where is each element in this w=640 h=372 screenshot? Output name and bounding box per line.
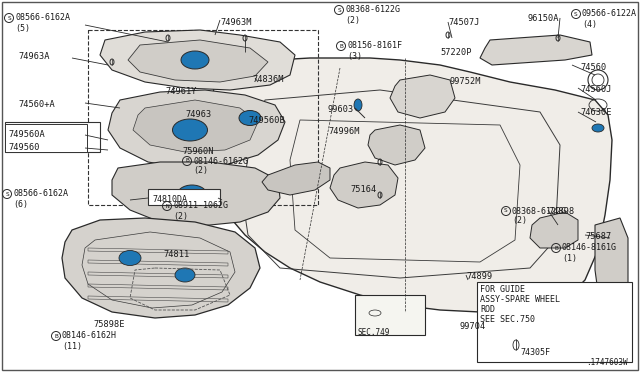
Text: 08146-6162H: 08146-6162H: [62, 331, 117, 340]
Text: (2): (2): [193, 167, 208, 176]
Text: (6): (6): [13, 199, 28, 208]
Text: B: B: [54, 334, 58, 339]
Text: FOR GUIDE: FOR GUIDE: [480, 285, 525, 294]
Ellipse shape: [239, 110, 261, 125]
Text: .1747603W: .1747603W: [586, 358, 628, 367]
Text: (2): (2): [345, 16, 360, 25]
Text: B: B: [185, 158, 189, 164]
Polygon shape: [133, 100, 258, 152]
Text: (11): (11): [62, 341, 82, 350]
Text: 74898: 74898: [548, 207, 574, 216]
Text: 96150A: 96150A: [528, 14, 559, 23]
Bar: [355, 295, 425, 335]
Text: 74630E: 74630E: [580, 108, 611, 117]
Text: 08156-8161F: 08156-8161F: [347, 42, 402, 51]
Text: 74507J: 74507J: [448, 18, 479, 27]
Polygon shape: [62, 218, 260, 318]
Text: SEC.749: SEC.749: [358, 328, 390, 337]
Text: S: S: [5, 192, 9, 196]
Text: 74996M: 74996M: [328, 127, 360, 136]
Text: S: S: [337, 7, 341, 13]
Text: 74811: 74811: [163, 250, 189, 259]
Text: 08368-6122G: 08368-6122G: [512, 206, 567, 215]
Text: 74899: 74899: [466, 272, 492, 281]
Polygon shape: [108, 90, 285, 168]
Text: S: S: [504, 208, 508, 214]
Bar: [150, 185, 235, 205]
Text: B: B: [554, 246, 558, 250]
Ellipse shape: [181, 51, 209, 69]
Text: 74560J: 74560J: [580, 85, 611, 94]
Polygon shape: [210, 58, 612, 312]
Text: (1): (1): [562, 253, 577, 263]
Text: 74560: 74560: [580, 63, 606, 72]
Text: 75164: 75164: [350, 185, 376, 194]
Ellipse shape: [173, 119, 207, 141]
Text: 74305F: 74305F: [520, 348, 550, 357]
Text: 08146-8161G: 08146-8161G: [562, 244, 617, 253]
Text: 08566-6162A: 08566-6162A: [13, 189, 68, 199]
Ellipse shape: [177, 185, 207, 205]
Bar: [477, 282, 632, 362]
Text: 749560A: 749560A: [8, 130, 45, 139]
Text: 74810DA: 74810DA: [152, 195, 187, 204]
Text: N: N: [165, 203, 169, 208]
Text: (2): (2): [512, 217, 527, 225]
Text: 74963A: 74963A: [18, 52, 49, 61]
Text: (5): (5): [15, 23, 30, 32]
Polygon shape: [480, 35, 592, 65]
Polygon shape: [100, 30, 295, 90]
Text: 08911-1062G: 08911-1062G: [173, 202, 228, 211]
Ellipse shape: [175, 268, 195, 282]
Polygon shape: [112, 162, 280, 226]
Text: 75687: 75687: [585, 232, 611, 241]
Text: 08566-6162A: 08566-6162A: [15, 13, 70, 22]
Text: 99704: 99704: [460, 322, 486, 331]
Text: S: S: [7, 16, 11, 20]
Text: 74963: 74963: [185, 110, 211, 119]
Text: B: B: [339, 44, 343, 48]
Bar: [5, 124, 87, 152]
Text: (3): (3): [347, 51, 362, 61]
Text: 75898E: 75898E: [93, 320, 125, 329]
Text: 99603: 99603: [328, 105, 355, 114]
Text: 08368-6122G: 08368-6122G: [345, 6, 400, 15]
Polygon shape: [368, 125, 425, 165]
Ellipse shape: [592, 124, 604, 132]
Ellipse shape: [354, 99, 362, 111]
Bar: [5, 122, 100, 152]
Text: 57220P: 57220P: [440, 48, 472, 57]
Text: 749560B: 749560B: [248, 116, 285, 125]
Polygon shape: [595, 218, 628, 300]
Text: (4): (4): [582, 19, 597, 29]
Text: 09566-6122A: 09566-6122A: [582, 10, 637, 19]
Text: 74961Y: 74961Y: [165, 87, 196, 96]
Text: 74963M: 74963M: [220, 18, 252, 27]
Text: 08146-6162G: 08146-6162G: [193, 157, 248, 166]
Polygon shape: [128, 40, 268, 82]
Polygon shape: [530, 212, 578, 248]
Text: 99752M: 99752M: [450, 77, 481, 86]
Ellipse shape: [119, 250, 141, 266]
Text: 74836M: 74836M: [252, 75, 284, 84]
Text: 749560: 749560: [8, 143, 40, 152]
Text: S: S: [574, 12, 578, 16]
Text: ROD: ROD: [480, 305, 495, 314]
Text: 74560+A: 74560+A: [18, 100, 55, 109]
Text: 75960N: 75960N: [182, 147, 214, 156]
Text: (2): (2): [173, 212, 188, 221]
Bar: [148, 189, 220, 205]
Polygon shape: [262, 162, 330, 195]
Text: ASSY-SPARE WHEEL: ASSY-SPARE WHEEL: [480, 295, 560, 304]
Polygon shape: [330, 162, 398, 208]
Text: SEE SEC.750: SEE SEC.750: [480, 315, 535, 324]
Polygon shape: [390, 75, 455, 118]
